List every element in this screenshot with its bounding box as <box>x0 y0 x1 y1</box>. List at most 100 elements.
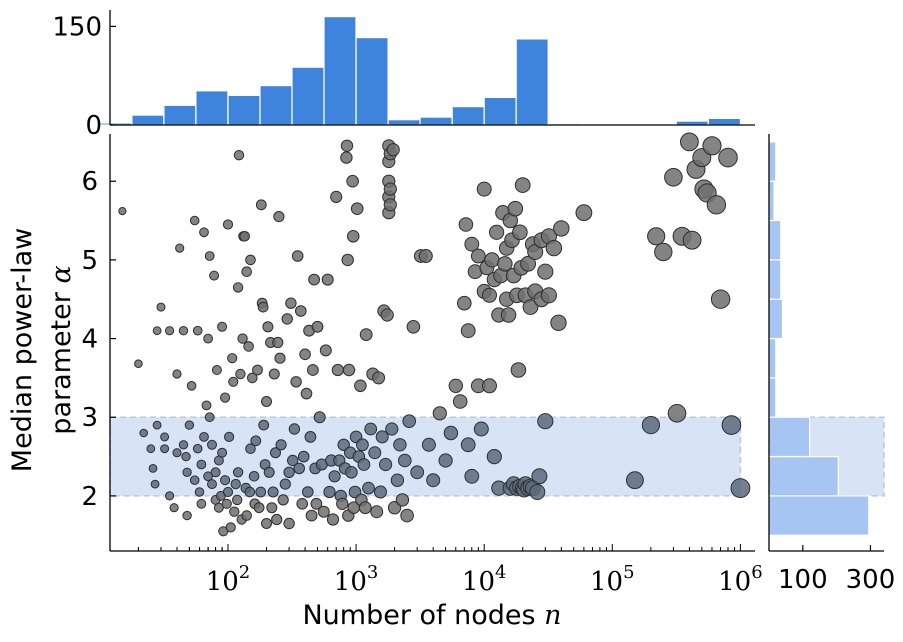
data-point <box>165 491 175 501</box>
y-tick-label: 5 <box>81 246 98 276</box>
data-point <box>482 378 497 394</box>
top-histogram-tick-label: 150 <box>52 12 102 42</box>
data-point <box>224 431 235 442</box>
data-point <box>201 400 212 411</box>
data-point <box>285 297 297 309</box>
data-point <box>682 230 702 250</box>
x-tick-label: 106 <box>718 562 763 597</box>
data-point <box>448 378 463 393</box>
data-point <box>172 369 182 379</box>
data-point <box>178 326 189 336</box>
data-point <box>354 379 367 393</box>
data-point <box>255 199 267 211</box>
data-point <box>222 219 234 230</box>
data-point <box>473 421 489 437</box>
data-point <box>702 136 722 156</box>
data-point <box>152 420 162 430</box>
data-point <box>710 289 731 309</box>
data-point <box>243 341 254 352</box>
data-point <box>213 502 224 513</box>
data-point <box>359 328 373 342</box>
right-histogram-bar <box>768 259 782 300</box>
data-point <box>207 439 217 450</box>
right-histogram-bar <box>768 180 775 222</box>
data-point <box>118 207 127 216</box>
top-histogram-bar <box>163 104 197 126</box>
data-point <box>512 224 528 241</box>
data-point <box>252 364 263 376</box>
data-point <box>470 248 486 264</box>
data-point <box>432 406 447 421</box>
data-point <box>464 236 480 252</box>
data-point <box>296 498 309 510</box>
data-point <box>460 323 476 339</box>
data-point <box>255 486 267 498</box>
top-histogram-bar <box>323 16 357 126</box>
data-point <box>182 467 192 477</box>
data-point <box>207 479 217 490</box>
data-point <box>266 502 278 514</box>
data-point <box>380 308 394 322</box>
top-histogram-bar <box>291 66 325 126</box>
data-point <box>299 348 311 361</box>
data-point <box>457 295 472 311</box>
top-histogram-bar <box>227 94 261 126</box>
data-point <box>410 465 425 480</box>
data-point <box>486 449 502 465</box>
data-point <box>244 486 256 498</box>
right-histogram-bar <box>768 298 784 340</box>
data-point <box>220 392 231 403</box>
data-point <box>175 243 185 253</box>
data-point <box>270 447 281 459</box>
right-histogram-bar <box>768 456 839 497</box>
x-axis-label-text: Number of nodes <box>302 600 535 631</box>
data-point <box>196 498 207 509</box>
data-point <box>372 371 386 385</box>
data-point <box>545 239 563 257</box>
data-point <box>330 190 343 203</box>
data-point <box>192 325 203 336</box>
y-axis-label-text: parameter <box>46 291 77 434</box>
y-axis-label: Median power-law parameter α <box>7 228 77 472</box>
data-point <box>664 168 683 187</box>
data-point <box>340 139 354 153</box>
data-point <box>319 344 332 357</box>
data-point <box>375 430 389 444</box>
data-point <box>229 506 240 517</box>
data-point <box>452 394 468 409</box>
data-point <box>192 443 203 454</box>
data-point <box>165 326 175 336</box>
top-histogram-bar <box>259 84 293 126</box>
data-point <box>667 404 687 423</box>
data-point <box>537 413 554 430</box>
data-point <box>281 313 293 325</box>
data-point <box>261 396 272 407</box>
top-histogram-tick-label: 0 <box>85 111 102 141</box>
scatter-plot: 2 3 4 5 6 102 103 104 105 106 <box>81 132 763 597</box>
data-point <box>421 437 436 452</box>
data-point <box>291 250 304 262</box>
data-point <box>522 299 539 316</box>
top-histogram-bar <box>419 116 453 126</box>
data-point <box>228 376 239 387</box>
data-point <box>395 493 410 507</box>
data-point <box>211 365 222 375</box>
data-point <box>232 282 244 293</box>
data-point <box>210 467 221 478</box>
data-point <box>262 321 274 333</box>
x-tick-label: 105 <box>590 562 635 597</box>
data-point <box>383 198 397 212</box>
data-point <box>203 333 214 344</box>
data-point <box>357 458 371 471</box>
data-point <box>464 468 480 484</box>
data-point <box>148 464 158 473</box>
data-point <box>232 467 244 478</box>
data-point <box>199 227 209 238</box>
data-point <box>241 266 252 278</box>
data-point <box>172 448 182 458</box>
data-point <box>307 364 319 376</box>
right-histogram-bar <box>768 338 777 379</box>
data-point <box>217 447 228 458</box>
data-point <box>247 372 258 384</box>
